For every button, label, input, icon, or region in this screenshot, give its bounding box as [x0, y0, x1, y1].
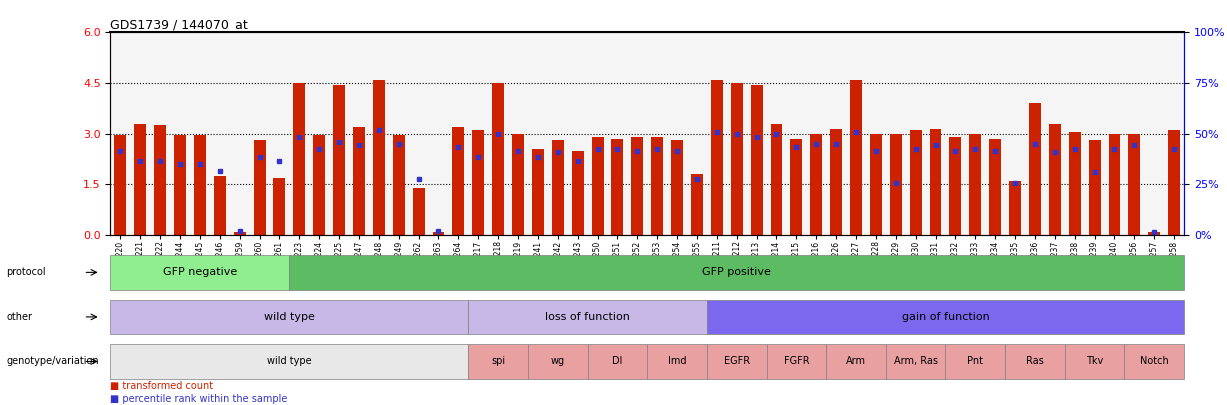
Bar: [233, 232, 245, 235]
Bar: [1129, 134, 1140, 235]
Bar: [533, 149, 544, 235]
Text: ■ percentile rank within the sample: ■ percentile rank within the sample: [110, 394, 288, 404]
Bar: [134, 124, 146, 235]
Bar: [810, 134, 822, 235]
Bar: [1168, 130, 1180, 235]
Text: GDS1739 / 144070_at: GDS1739 / 144070_at: [110, 18, 248, 31]
Text: Imd: Imd: [667, 356, 686, 367]
Bar: [254, 141, 265, 235]
Bar: [790, 139, 802, 235]
Text: gain of function: gain of function: [902, 312, 989, 322]
Bar: [274, 177, 286, 235]
Text: Dl: Dl: [612, 356, 622, 367]
Bar: [1148, 232, 1161, 235]
Text: wild type: wild type: [264, 312, 315, 322]
Bar: [1049, 124, 1061, 235]
Bar: [353, 127, 364, 235]
Text: Arm, Ras: Arm, Ras: [893, 356, 937, 367]
Text: FGFR: FGFR: [784, 356, 809, 367]
Text: Pnt: Pnt: [967, 356, 983, 367]
Bar: [492, 83, 504, 235]
Text: spi: spi: [491, 356, 506, 367]
Bar: [691, 174, 703, 235]
Bar: [552, 141, 563, 235]
Bar: [572, 151, 584, 235]
Bar: [512, 134, 524, 235]
Text: wg: wg: [551, 356, 564, 367]
Text: genotype/variation: genotype/variation: [6, 356, 98, 367]
Bar: [333, 85, 345, 235]
Bar: [412, 188, 425, 235]
Bar: [453, 127, 464, 235]
Bar: [909, 130, 921, 235]
Bar: [950, 137, 962, 235]
Text: ■ transformed count: ■ transformed count: [110, 381, 213, 390]
Bar: [373, 80, 385, 235]
Bar: [194, 135, 206, 235]
Bar: [155, 125, 166, 235]
Bar: [850, 80, 861, 235]
Bar: [731, 83, 742, 235]
Bar: [393, 135, 405, 235]
Bar: [890, 134, 902, 235]
Bar: [930, 129, 941, 235]
Bar: [611, 139, 623, 235]
Text: GFP positive: GFP positive: [702, 267, 771, 277]
Text: Ras: Ras: [1026, 356, 1044, 367]
Bar: [472, 130, 485, 235]
Bar: [174, 135, 187, 235]
Bar: [313, 135, 325, 235]
Text: wild type: wild type: [267, 356, 312, 367]
Text: GFP negative: GFP negative: [163, 267, 237, 277]
Text: EGFR: EGFR: [724, 356, 750, 367]
Bar: [1009, 181, 1021, 235]
Text: protocol: protocol: [6, 267, 45, 277]
Text: loss of function: loss of function: [545, 312, 629, 322]
Text: Notch: Notch: [1140, 356, 1168, 367]
Bar: [114, 135, 126, 235]
Bar: [969, 134, 982, 235]
Bar: [989, 139, 1001, 235]
Bar: [1108, 134, 1120, 235]
Bar: [831, 129, 842, 235]
Bar: [1029, 103, 1040, 235]
Bar: [632, 137, 643, 235]
Bar: [652, 137, 663, 235]
Text: Tkv: Tkv: [1086, 356, 1103, 367]
Bar: [1069, 132, 1081, 235]
Bar: [432, 232, 444, 235]
Bar: [671, 141, 683, 235]
Bar: [293, 83, 306, 235]
Bar: [591, 137, 604, 235]
Text: other: other: [6, 312, 32, 322]
Text: Arm: Arm: [845, 356, 866, 367]
Bar: [1088, 141, 1101, 235]
Bar: [213, 176, 226, 235]
Bar: [771, 124, 783, 235]
Bar: [710, 80, 723, 235]
Bar: [751, 85, 762, 235]
Bar: [870, 134, 882, 235]
